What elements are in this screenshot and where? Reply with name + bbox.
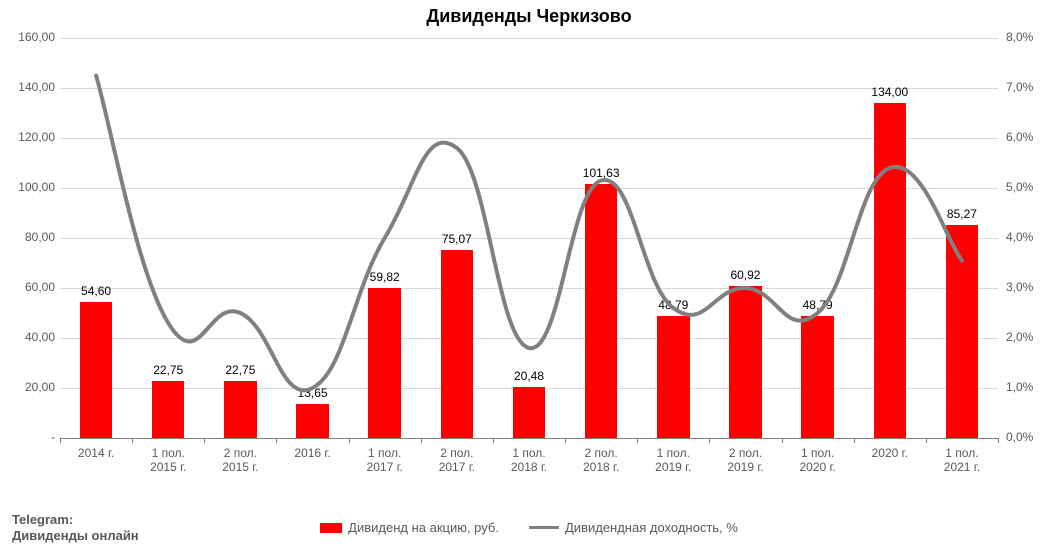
x-axis-line [60, 438, 998, 439]
legend-item-bar: Дивиденд на акцию, руб. [320, 520, 499, 535]
plot-area: -0,0%20,001,0%40,002,0%60,003,0%80,004,0… [60, 38, 998, 438]
x-tick [782, 438, 783, 443]
x-tick-label: 2 пол. 2015 г. [222, 446, 258, 475]
x-tick [926, 438, 927, 443]
y-left-tick-label: 160,00 [5, 30, 55, 44]
y-left-tick-label: 40,00 [5, 330, 55, 344]
legend-item-line: Дивидендная доходность, % [529, 520, 738, 535]
y-left-tick-label: 60,00 [5, 280, 55, 294]
y-right-tick-label: 2,0% [1006, 330, 1046, 344]
legend-bar-swatch [320, 523, 342, 533]
line-series [60, 38, 998, 438]
x-tick-label: 1 пол. 2018 г. [511, 446, 547, 475]
x-tick-label: 2 пол. 2019 г. [727, 446, 763, 475]
x-tick [60, 438, 61, 443]
y-right-tick-label: 6,0% [1006, 130, 1046, 144]
y-left-tick-label: 140,00 [5, 80, 55, 94]
x-tick [349, 438, 350, 443]
x-tick [854, 438, 855, 443]
footer-line: Дивиденды онлайн [12, 528, 139, 544]
y-right-tick-label: 4,0% [1006, 230, 1046, 244]
x-tick-label: 2 пол. 2017 г. [439, 446, 475, 475]
y-left-tick-label: - [5, 430, 55, 444]
x-tick-label: 2014 г. [78, 446, 114, 460]
y-left-tick-label: 120,00 [5, 130, 55, 144]
y-left-tick-label: 80,00 [5, 230, 55, 244]
y-right-tick-label: 8,0% [1006, 30, 1046, 44]
x-tick [637, 438, 638, 443]
x-tick [204, 438, 205, 443]
x-tick [493, 438, 494, 443]
x-tick-label: 2016 г. [294, 446, 330, 460]
y-right-tick-label: 7,0% [1006, 80, 1046, 94]
y-right-tick-label: 5,0% [1006, 180, 1046, 194]
y-right-tick-label: 1,0% [1006, 380, 1046, 394]
x-tick-label: 2 пол. 2018 г. [583, 446, 619, 475]
x-tick-label: 1 пол. 2020 г. [799, 446, 835, 475]
x-tick [998, 438, 999, 443]
footer-note: Telegram:Дивиденды онлайн [12, 512, 139, 545]
x-tick [709, 438, 710, 443]
x-tick-label: 1 пол. 2019 г. [655, 446, 691, 475]
y-left-tick-label: 100,00 [5, 180, 55, 194]
footer-line: Telegram: [12, 512, 139, 528]
x-tick [421, 438, 422, 443]
x-tick [276, 438, 277, 443]
chart-title: Дивиденды Черкизово [0, 6, 1058, 27]
x-tick-label: 1 пол. 2021 г. [944, 446, 980, 475]
y-left-tick-label: 20,00 [5, 380, 55, 394]
x-tick-label: 2020 г. [872, 446, 908, 460]
y-right-tick-label: 3,0% [1006, 280, 1046, 294]
legend-line-swatch [529, 526, 559, 529]
x-tick [565, 438, 566, 443]
chart-container: Дивиденды Черкизово -0,0%20,001,0%40,002… [0, 0, 1058, 558]
x-tick [132, 438, 133, 443]
x-tick-label: 1 пол. 2017 г. [367, 446, 403, 475]
x-tick-label: 1 пол. 2015 г. [150, 446, 186, 475]
legend: Дивиденд на акцию, руб. Дивидендная дохо… [0, 520, 1058, 535]
legend-bar-label: Дивиденд на акцию, руб. [348, 520, 499, 535]
y-right-tick-label: 0,0% [1006, 430, 1046, 444]
legend-line-label: Дивидендная доходность, % [565, 520, 738, 535]
